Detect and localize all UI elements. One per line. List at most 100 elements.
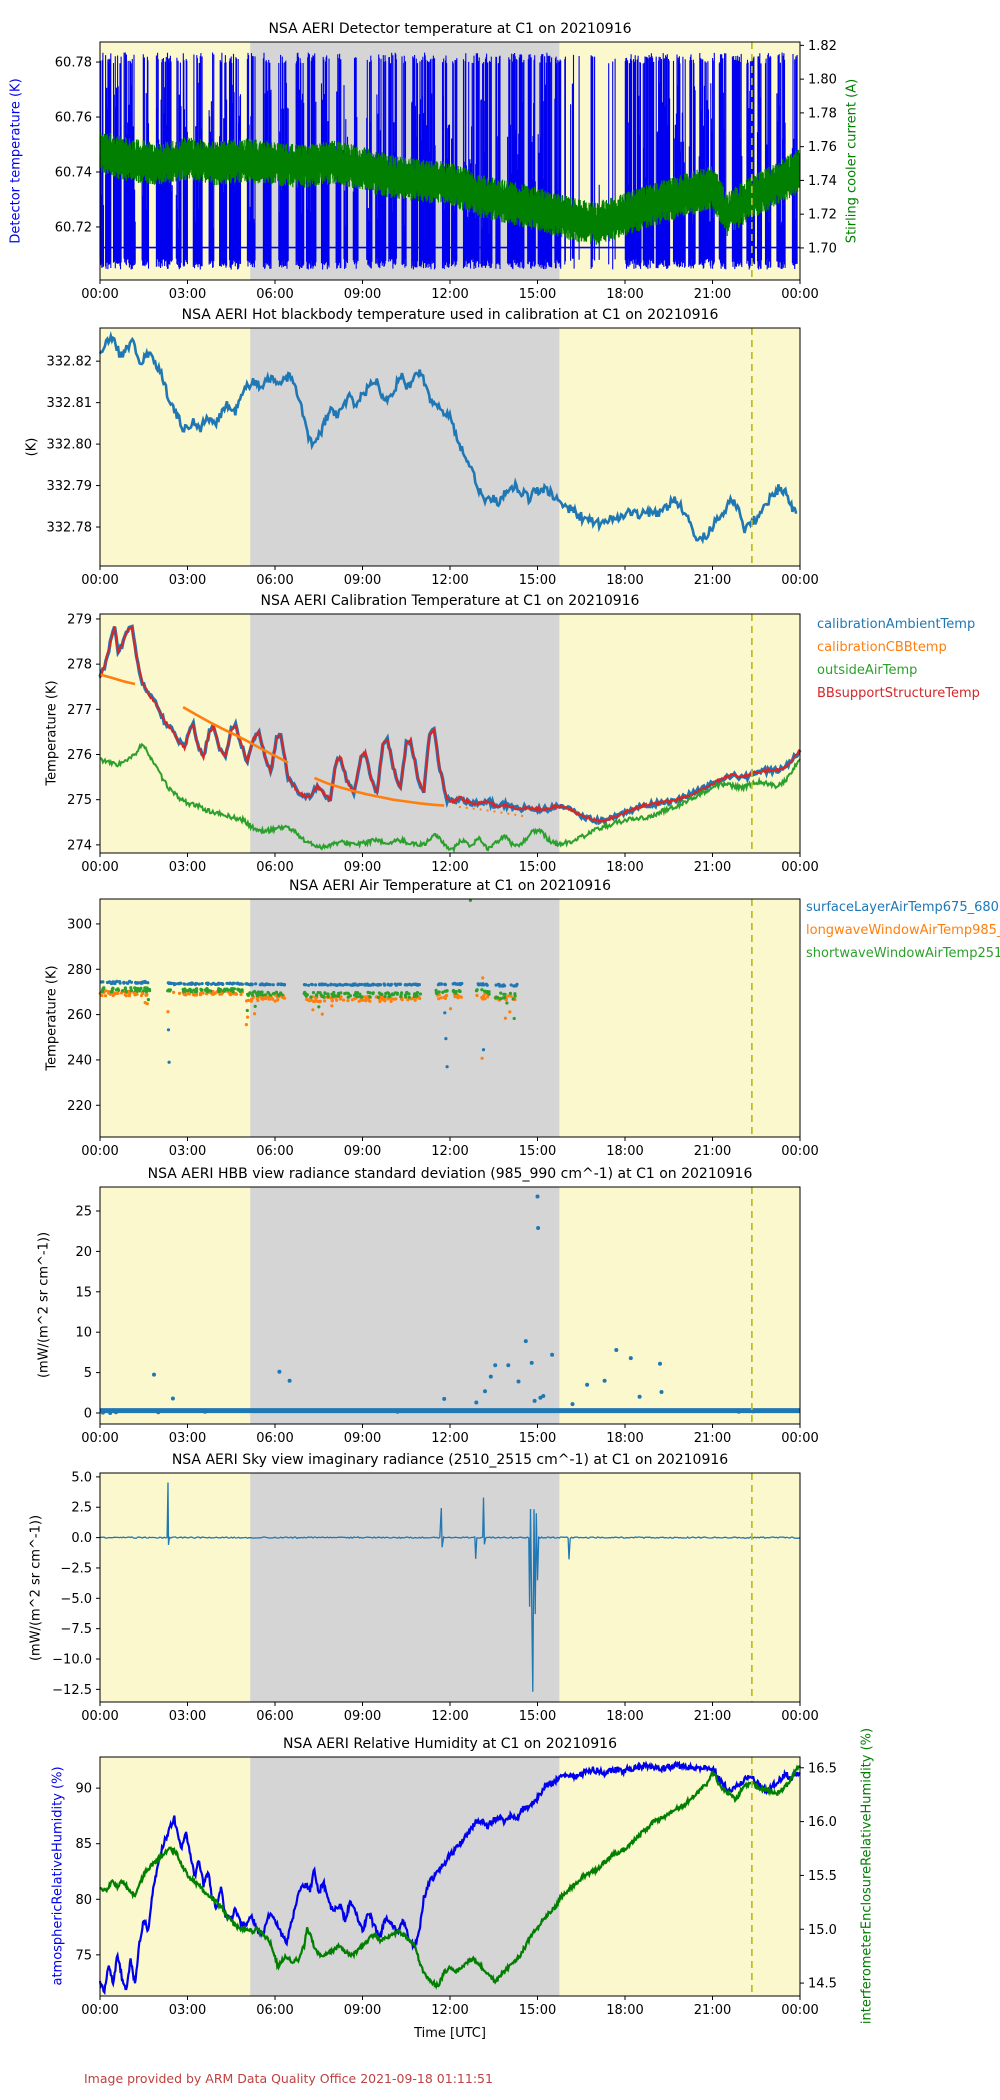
svg-text:00:00: 00:00 [781, 1709, 818, 1724]
svg-text:332.82: 332.82 [47, 355, 93, 370]
svg-text:00:00: 00:00 [81, 1431, 118, 1446]
legend-item: longwaveWindowAirTemp985_990 [806, 923, 1000, 938]
svg-text:00:00: 00:00 [81, 1709, 118, 1724]
svg-text:−2.5: −2.5 [60, 1561, 92, 1576]
svg-text:18:00: 18:00 [606, 573, 643, 588]
svg-text:276: 276 [67, 748, 92, 763]
svg-text:2.5: 2.5 [71, 1501, 92, 1516]
svg-text:00:00: 00:00 [81, 287, 118, 302]
svg-text:15.5: 15.5 [808, 1869, 837, 1884]
svg-text:03:00: 03:00 [169, 1431, 206, 1446]
svg-text:00:00: 00:00 [781, 1431, 818, 1446]
svg-text:06:00: 06:00 [256, 1709, 293, 1724]
y-axis-label-interferometer-rh: interferometerEnclosureRelativeHumidity … [859, 1727, 875, 2025]
svg-text:220: 220 [67, 1099, 92, 1114]
y-axis-label-calibration-temperature: Temperature (K) [44, 680, 60, 786]
svg-text:280: 280 [67, 963, 92, 978]
svg-text:20: 20 [75, 1245, 92, 1260]
legend-calibration-temperature: calibrationAmbientTemp calibrationCBBtemp… [817, 613, 980, 705]
svg-text:06:00: 06:00 [256, 1431, 293, 1446]
y-axis-label-sky-imaginary-radiance: (mW/(m^2 sr cm^-1)) [28, 1514, 44, 1662]
svg-text:18:00: 18:00 [606, 1144, 643, 1159]
svg-text:0.0: 0.0 [71, 1531, 92, 1546]
svg-text:21:00: 21:00 [694, 1431, 731, 1446]
svg-text:1.74: 1.74 [808, 174, 837, 189]
svg-text:15:00: 15:00 [519, 2003, 556, 2018]
x-axis-label-time-utc: Time [UTC] [414, 2026, 486, 2041]
svg-text:18:00: 18:00 [606, 860, 643, 875]
svg-text:00:00: 00:00 [781, 860, 818, 875]
svg-text:85: 85 [75, 1837, 92, 1852]
svg-text:18:00: 18:00 [606, 1709, 643, 1724]
plot-title-hbb-temperature: NSA AERI Hot blackbody temperature used … [181, 307, 719, 323]
svg-text:75: 75 [75, 1948, 92, 1963]
y-axis-label-hbb-radiance-stddev: (mW/(m^2 sr cm^-1)) [36, 1231, 52, 1379]
svg-text:240: 240 [67, 1053, 92, 1068]
svg-text:18:00: 18:00 [606, 287, 643, 302]
svg-text:21:00: 21:00 [694, 860, 731, 875]
plot-title-calibration-temperature: NSA AERI Calibration Temperature at C1 o… [260, 593, 640, 609]
svg-text:21:00: 21:00 [694, 1144, 731, 1159]
svg-text:1.70: 1.70 [808, 241, 837, 256]
svg-text:09:00: 09:00 [344, 860, 381, 875]
svg-text:12:00: 12:00 [431, 1709, 468, 1724]
svg-text:00:00: 00:00 [781, 573, 818, 588]
svg-text:279: 279 [67, 612, 92, 627]
svg-text:06:00: 06:00 [256, 2003, 293, 2018]
svg-text:00:00: 00:00 [81, 860, 118, 875]
svg-text:03:00: 03:00 [169, 573, 206, 588]
svg-text:16.0: 16.0 [808, 1815, 837, 1830]
y-axis-label-stirling-cooler-current: Stirling cooler current (A) [844, 78, 860, 244]
plot-title-relative-humidity: NSA AERI Relative Humidity at C1 on 2021… [282, 1736, 617, 1752]
svg-text:00:00: 00:00 [81, 1144, 118, 1159]
svg-text:12:00: 12:00 [431, 2003, 468, 2018]
svg-text:21:00: 21:00 [694, 2003, 731, 2018]
svg-text:277: 277 [67, 703, 92, 718]
svg-text:12:00: 12:00 [431, 1144, 468, 1159]
svg-text:15.0: 15.0 [808, 1923, 837, 1938]
svg-text:21:00: 21:00 [694, 287, 731, 302]
svg-text:5: 5 [84, 1366, 92, 1381]
svg-text:260: 260 [67, 1008, 92, 1023]
svg-text:60.76: 60.76 [55, 111, 92, 126]
legend-item: calibrationCBBtemp [817, 640, 947, 655]
svg-text:25: 25 [75, 1204, 92, 1219]
svg-text:−7.5: −7.5 [60, 1622, 92, 1637]
legend-item: shortwaveWindowAirTemp2510_2515 [806, 946, 1000, 961]
svg-text:1.80: 1.80 [808, 73, 837, 88]
svg-text:00:00: 00:00 [81, 573, 118, 588]
svg-text:1.76: 1.76 [808, 140, 837, 155]
svg-text:21:00: 21:00 [694, 1709, 731, 1724]
y-axis-label-hbb-temperature: (K) [24, 437, 40, 457]
svg-text:274: 274 [67, 838, 92, 853]
svg-text:12:00: 12:00 [431, 1431, 468, 1446]
svg-text:332.81: 332.81 [47, 396, 93, 411]
svg-text:278: 278 [67, 658, 92, 673]
svg-text:06:00: 06:00 [256, 860, 293, 875]
plot-title-air-temperature: NSA AERI Air Temperature at C1 on 202109… [289, 878, 611, 894]
svg-text:09:00: 09:00 [344, 573, 381, 588]
svg-text:332.78: 332.78 [47, 521, 93, 536]
svg-text:−10.0: −10.0 [52, 1653, 92, 1668]
svg-text:5.0: 5.0 [71, 1470, 92, 1485]
svg-text:09:00: 09:00 [344, 2003, 381, 2018]
svg-text:80: 80 [75, 1893, 92, 1908]
svg-text:03:00: 03:00 [169, 1709, 206, 1724]
svg-text:15:00: 15:00 [519, 1431, 556, 1446]
svg-text:16.5: 16.5 [808, 1761, 837, 1776]
footer-credit: Image provided by ARM Data Quality Offic… [84, 2071, 493, 2086]
svg-text:03:00: 03:00 [169, 287, 206, 302]
y-axis-label-detector-temperature: Detector temperature (K) [8, 78, 24, 244]
svg-text:275: 275 [67, 793, 92, 808]
svg-text:15:00: 15:00 [519, 860, 556, 875]
svg-text:12:00: 12:00 [431, 860, 468, 875]
svg-text:−5.0: −5.0 [60, 1592, 92, 1607]
svg-text:1.82: 1.82 [808, 39, 837, 54]
svg-text:332.80: 332.80 [47, 438, 93, 453]
svg-text:60.74: 60.74 [55, 165, 92, 180]
plot-title-detector-temperature: NSA AERI Detector temperature at C1 on 2… [268, 21, 632, 37]
svg-text:90: 90 [75, 1782, 92, 1797]
svg-text:14.5: 14.5 [808, 1977, 837, 1992]
